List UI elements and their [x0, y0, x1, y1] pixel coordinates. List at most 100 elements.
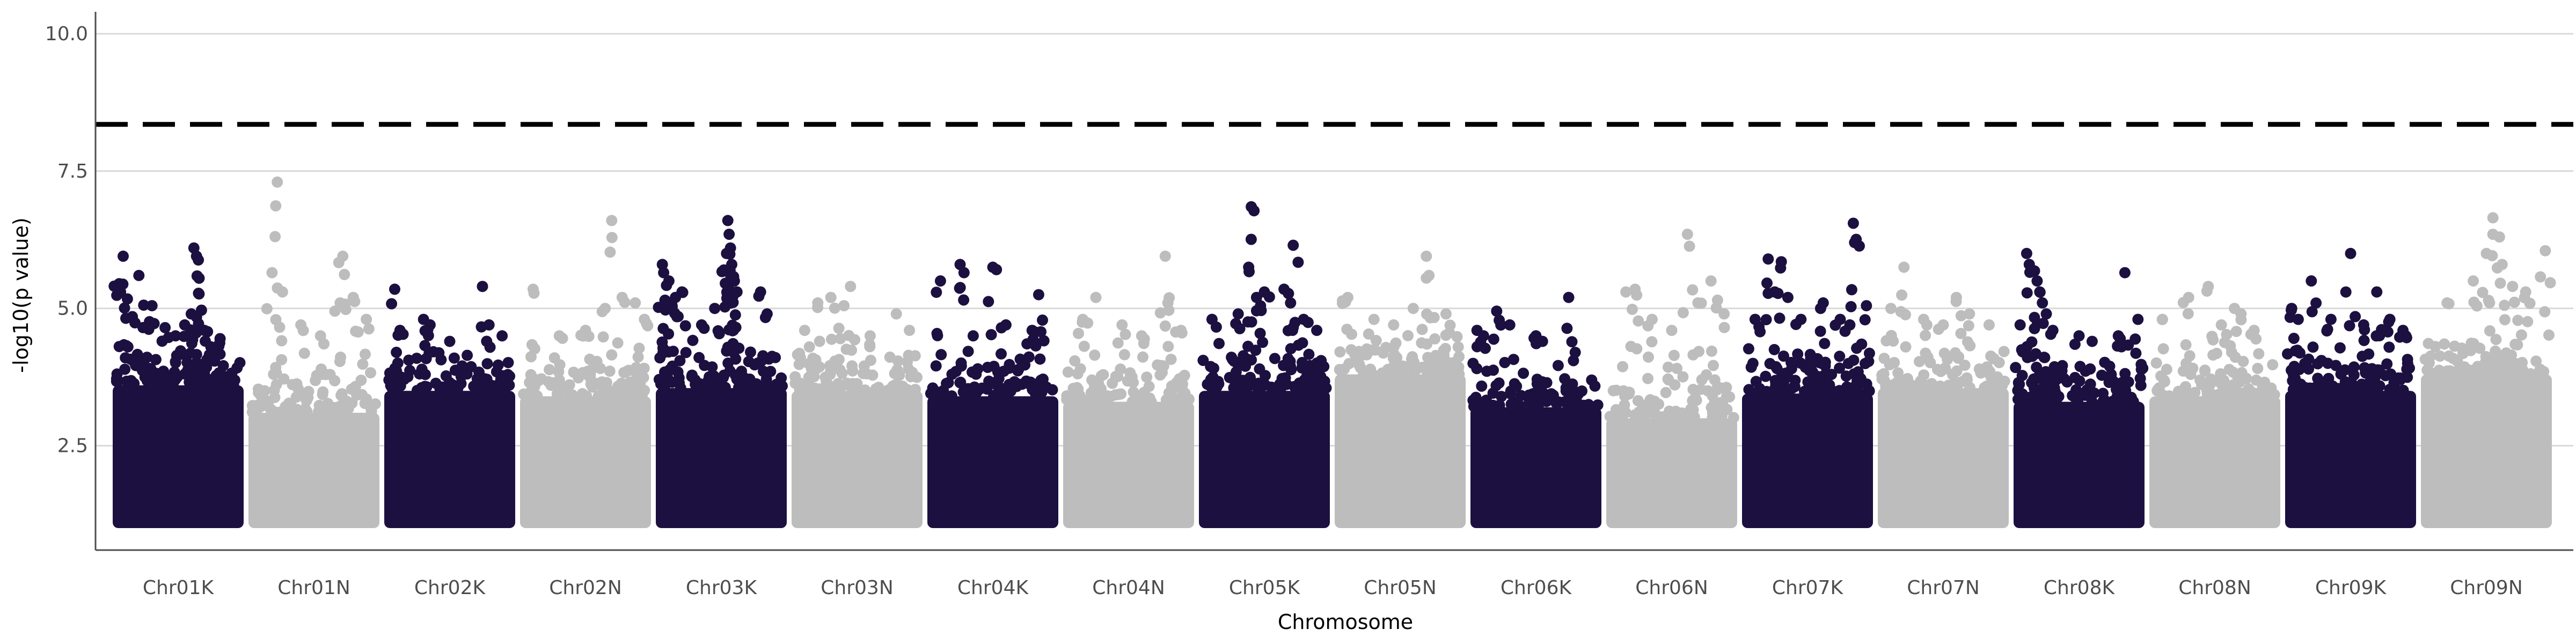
point [404, 364, 416, 376]
point [181, 357, 193, 368]
point [359, 398, 371, 409]
points-layer [108, 176, 2556, 529]
point [2016, 388, 2028, 400]
point [1570, 394, 1582, 406]
point [1387, 352, 1399, 364]
point [119, 302, 130, 314]
band-Chr08K [2014, 401, 2145, 529]
point [1242, 316, 1254, 328]
point [932, 330, 943, 341]
point [1982, 367, 1994, 378]
point [606, 349, 618, 361]
point [870, 383, 882, 395]
point [1940, 363, 1951, 375]
peak-point [724, 242, 736, 254]
point [1402, 330, 1414, 341]
point [596, 306, 608, 317]
point [1561, 323, 1573, 334]
point [2519, 292, 2530, 304]
series-Chr05K [1197, 201, 1332, 529]
point [1476, 380, 1488, 392]
point [803, 341, 815, 353]
point [2221, 328, 2233, 340]
point [203, 349, 215, 361]
point [1761, 277, 1773, 289]
peak-point [118, 250, 129, 262]
point [312, 406, 324, 418]
peak-point [2306, 275, 2317, 287]
peak-point [1491, 305, 1503, 317]
point [2204, 379, 2215, 391]
peak-point [1287, 239, 1299, 251]
x-tick-Chr05K: Chr05K [1229, 577, 1301, 599]
point [310, 375, 321, 386]
point [2356, 378, 2368, 390]
point [1046, 384, 1058, 396]
band-Chr02N [520, 396, 651, 529]
point [687, 334, 699, 346]
point [2288, 333, 2300, 344]
point [2014, 378, 2025, 390]
point [2156, 313, 2168, 325]
point [585, 378, 597, 390]
point [391, 347, 402, 358]
point [1158, 360, 1169, 372]
point [1760, 314, 1772, 326]
point [1631, 343, 1643, 355]
point [1440, 330, 1452, 341]
point [2477, 287, 2489, 298]
point [2372, 364, 2384, 376]
point [991, 264, 1002, 275]
point [1453, 361, 1465, 373]
point [528, 287, 540, 299]
point [902, 356, 913, 368]
peak-point [159, 322, 171, 333]
point [1115, 363, 1126, 375]
point [430, 377, 442, 389]
point [1718, 321, 1730, 333]
peak-point [2037, 297, 2048, 309]
point [2182, 308, 2194, 319]
point [2443, 298, 2455, 310]
point [1112, 337, 1124, 349]
point [954, 377, 966, 389]
point [553, 366, 565, 378]
point [1663, 374, 1674, 386]
point [479, 373, 491, 385]
point [2358, 334, 2370, 346]
point [706, 361, 718, 373]
point [1069, 355, 1081, 367]
peak-point [864, 330, 876, 342]
point [288, 406, 299, 418]
point [1617, 361, 1628, 372]
point [2348, 361, 2360, 373]
point [619, 296, 631, 308]
point [285, 398, 297, 409]
point [1643, 351, 1654, 363]
point [606, 232, 618, 244]
point [365, 367, 376, 379]
point [1896, 289, 1908, 301]
peak-point [2215, 319, 2227, 331]
point [722, 341, 734, 353]
point [119, 363, 131, 375]
point [2381, 358, 2393, 370]
peak-point [967, 330, 979, 342]
point [303, 386, 314, 397]
peak-point [1718, 308, 1730, 320]
point [1690, 394, 1702, 406]
point [1631, 289, 1643, 301]
point [1304, 367, 1315, 379]
point [1938, 347, 1950, 359]
point [584, 353, 596, 365]
point [991, 376, 1002, 387]
point [2402, 371, 2413, 383]
x-tick-Chr08N: Chr08N [2178, 577, 2251, 599]
point [753, 290, 765, 302]
point [1480, 342, 1491, 354]
point [193, 254, 204, 266]
point [1242, 340, 1254, 352]
point [2097, 387, 2109, 399]
point [2340, 286, 2352, 298]
point [632, 351, 644, 363]
